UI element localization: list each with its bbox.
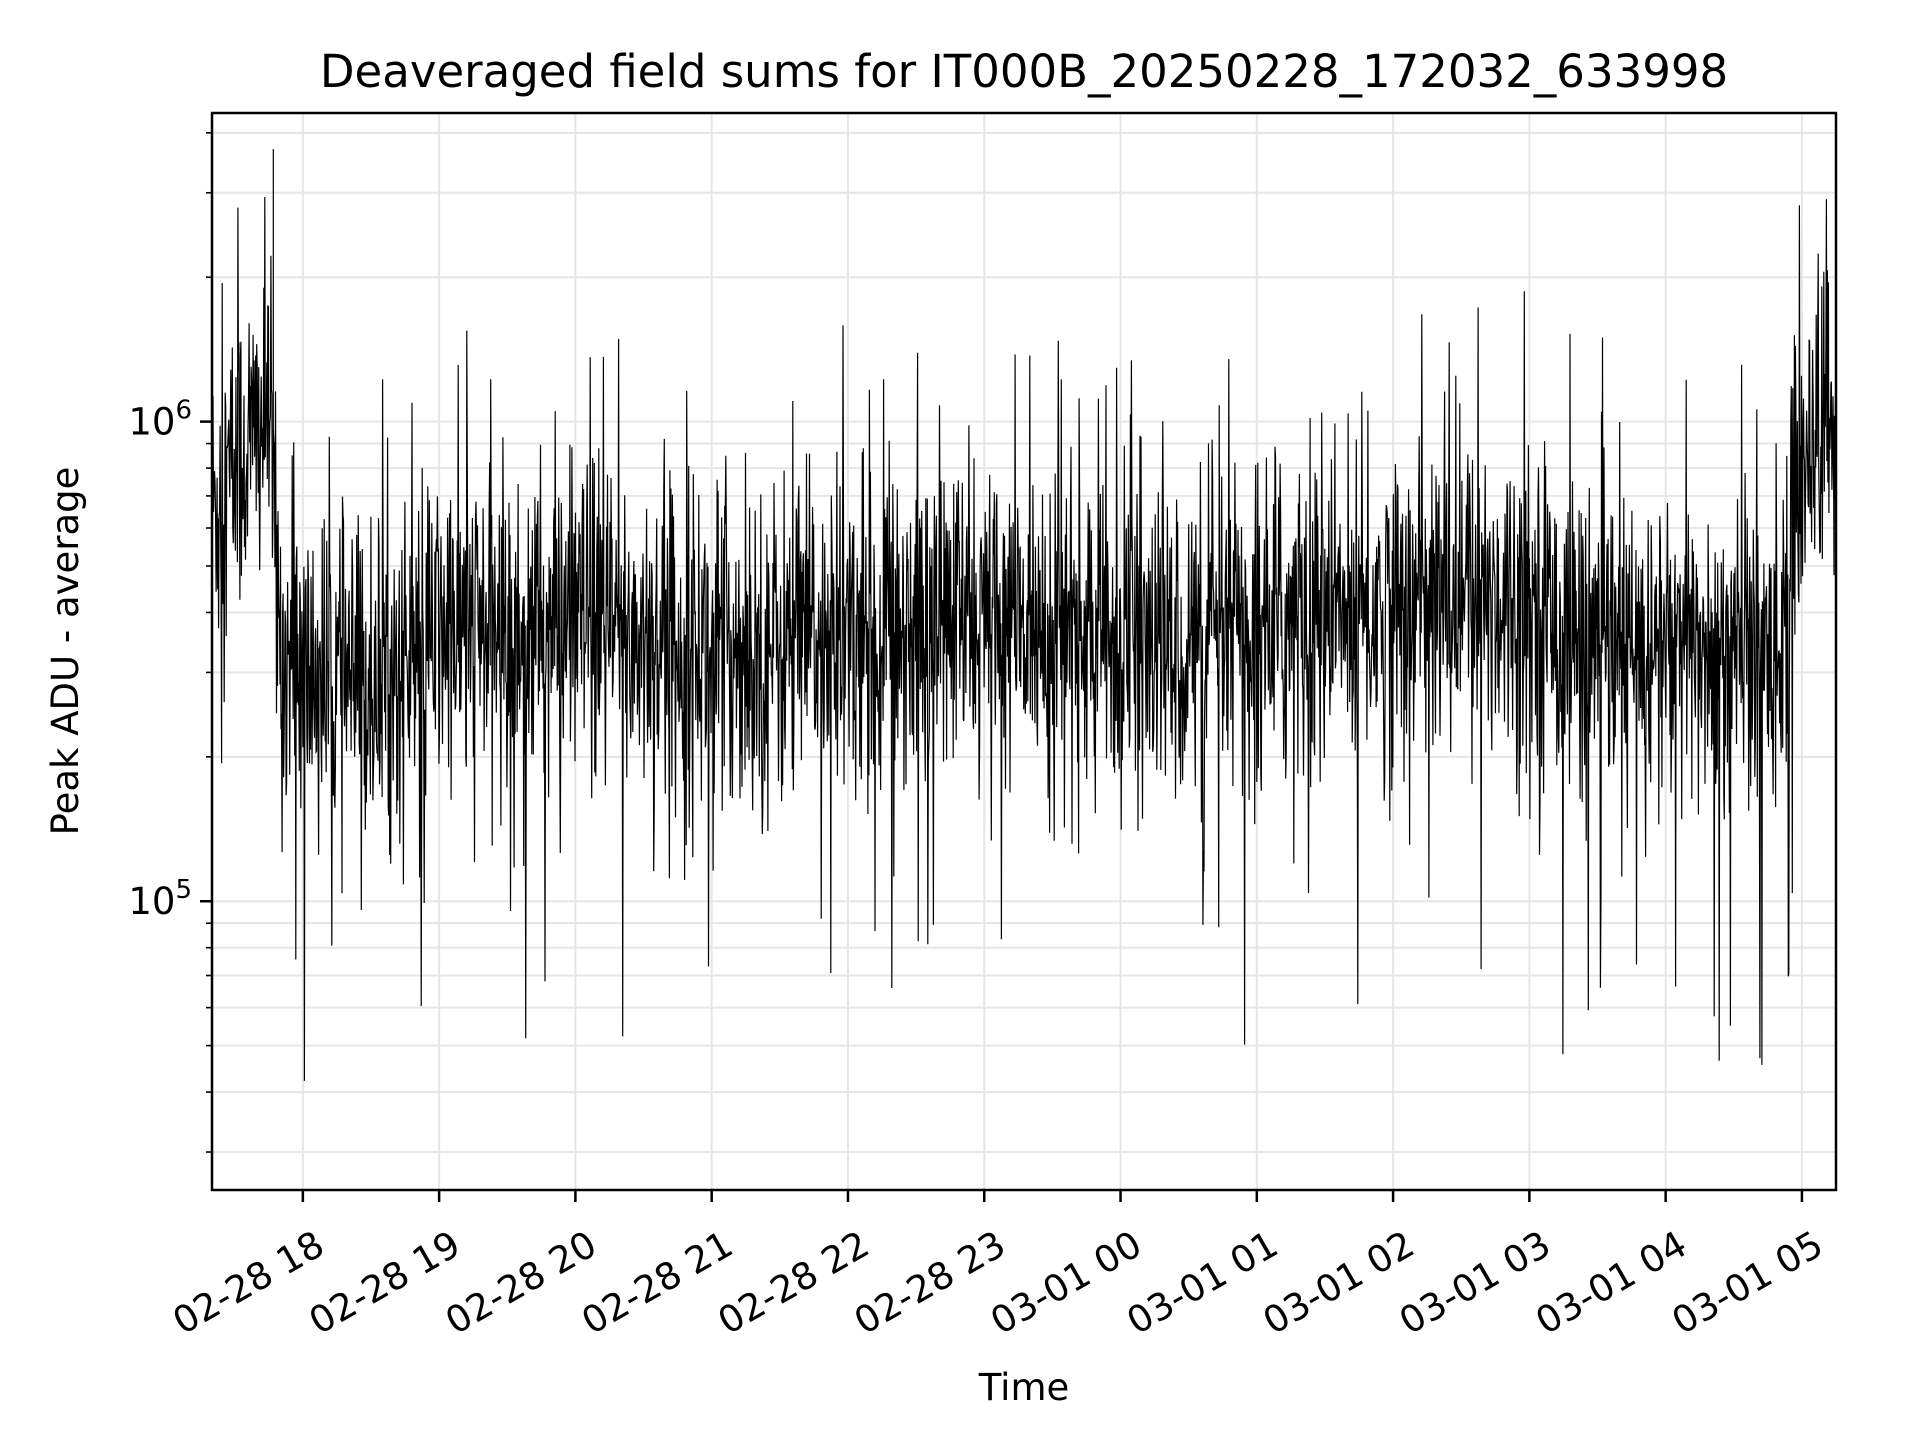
x-tick-label: 02-28 21 (574, 1223, 740, 1343)
chart-title: Deaveraged field sums for IT000B_2025022… (320, 45, 1728, 98)
x-tick-label: 03-01 02 (1256, 1223, 1422, 1343)
x-tick-label: 02-28 20 (438, 1223, 604, 1343)
y-axis-label: Peak ADU - average (44, 467, 87, 836)
x-tick-label: 02-28 19 (302, 1223, 468, 1343)
x-tick-label: 02-28 22 (711, 1223, 877, 1343)
y-tick-label: 105 (128, 875, 192, 923)
x-tick-label: 02-28 18 (166, 1223, 332, 1343)
x-tick-label: 03-01 04 (1528, 1223, 1694, 1343)
plot-frame (210, 111, 1838, 1192)
x-axis-label: Time (978, 1366, 1070, 1409)
y-tick-label: 106 (128, 396, 192, 444)
x-tick-label: 02-28 23 (847, 1223, 1013, 1343)
series-line (211, 149, 1837, 1081)
x-tick-label: 03-01 05 (1665, 1223, 1831, 1343)
x-tick-label: 03-01 01 (1120, 1223, 1286, 1343)
x-tick-label: 03-01 00 (983, 1223, 1149, 1343)
x-tick-label: 03-01 03 (1392, 1223, 1558, 1343)
